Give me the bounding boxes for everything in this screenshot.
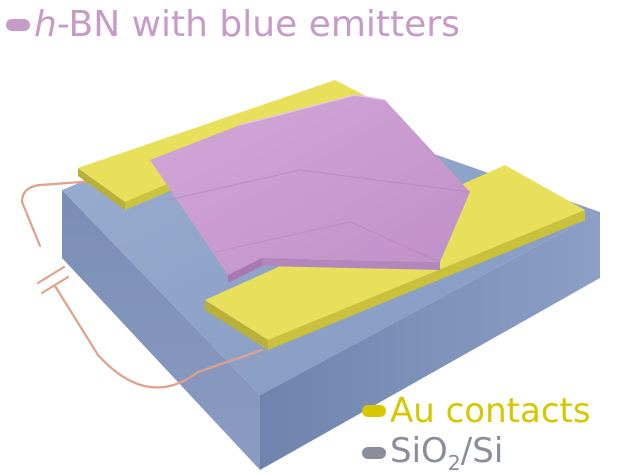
gold-swatch-icon [362,405,386,417]
legend-substrate: SiO2/Si [362,431,503,475]
figure-title: h -BN with blue emitters [6,4,460,45]
substrate-front-face [260,212,600,470]
circuit-wire [20,179,264,389]
legend-au-label: Au contacts [390,391,591,431]
legend-substrate-tail: /Si [460,431,504,471]
title-italic-h: h [34,4,57,45]
substrate-swatch-icon [362,446,386,459]
hbn-flake [150,94,471,283]
hbn-flake-top [150,95,470,275]
legend-substrate-label: SiO2/Si [390,431,503,475]
legend-substrate-sub: 2 [447,450,461,475]
title-text: -BN with blue emitters [56,4,460,45]
legend-au-contacts: Au contacts [362,391,591,431]
hbn-swatch-icon [6,18,30,31]
substrate-left-face [62,190,260,470]
legend-substrate-main: SiO [390,431,448,471]
